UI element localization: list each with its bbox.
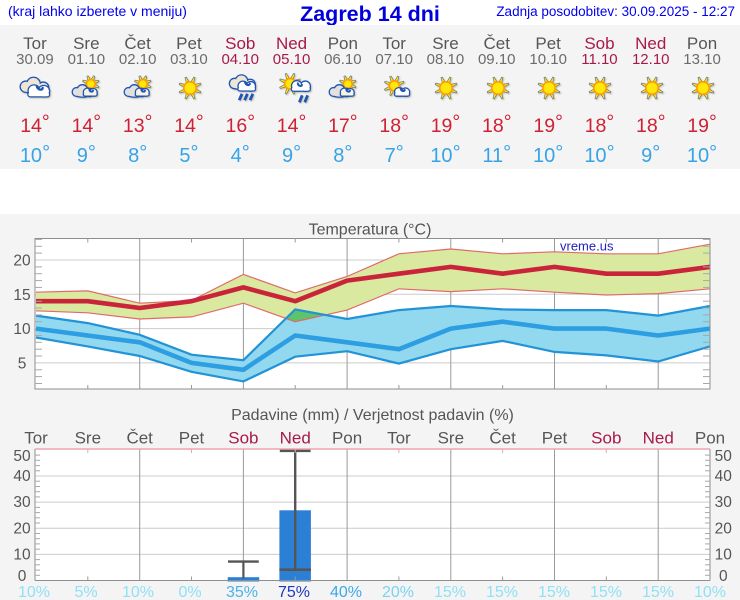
- svg-text:Sre: Sre: [438, 428, 464, 447]
- svg-text:0: 0: [719, 568, 728, 585]
- svg-text:vreme.us: vreme.us: [560, 239, 614, 254]
- svg-text:0: 0: [18, 568, 27, 585]
- svg-text:Tor: Tor: [387, 428, 411, 447]
- svg-text:Tor: Tor: [24, 428, 48, 447]
- svg-text:15%: 15%: [590, 584, 622, 600]
- svg-text:Ned: Ned: [280, 428, 311, 447]
- svg-text:10: 10: [13, 546, 31, 563]
- svg-text:Sre: Sre: [75, 428, 101, 447]
- svg-text:Sob: Sob: [228, 428, 258, 447]
- svg-text:0%: 0%: [178, 584, 201, 600]
- svg-text:Temperatura (°C): Temperatura (°C): [309, 222, 432, 239]
- svg-text:Padavine (mm) / Verjetnost pad: Padavine (mm) / Verjetnost padavin (%): [231, 407, 514, 424]
- svg-text:15%: 15%: [538, 584, 570, 600]
- svg-text:Čet: Čet: [489, 428, 516, 447]
- svg-text:30: 30: [715, 494, 733, 511]
- svg-text:40%: 40%: [330, 584, 362, 600]
- svg-text:Ned: Ned: [643, 428, 674, 447]
- svg-text:35%: 35%: [226, 584, 258, 600]
- svg-text:5%: 5%: [74, 584, 97, 600]
- svg-text:10: 10: [715, 546, 733, 563]
- svg-text:20: 20: [13, 520, 31, 537]
- svg-text:Čet: Čet: [126, 428, 153, 447]
- svg-text:10: 10: [13, 321, 31, 338]
- svg-text:10%: 10%: [122, 584, 154, 600]
- svg-text:20: 20: [13, 253, 31, 270]
- svg-text:10%: 10%: [18, 584, 50, 600]
- svg-text:15%: 15%: [486, 584, 518, 600]
- svg-text:50: 50: [13, 448, 31, 465]
- svg-text:15%: 15%: [642, 584, 674, 600]
- svg-text:10%: 10%: [694, 584, 726, 600]
- svg-text:Sob: Sob: [591, 428, 621, 447]
- svg-text:40: 40: [715, 468, 733, 485]
- svg-text:40: 40: [13, 468, 31, 485]
- svg-text:50: 50: [715, 448, 733, 465]
- svg-text:15: 15: [13, 287, 30, 304]
- svg-text:20: 20: [715, 520, 733, 537]
- svg-text:Pet: Pet: [179, 428, 205, 447]
- svg-text:Pet: Pet: [542, 428, 568, 447]
- svg-text:15%: 15%: [434, 584, 466, 600]
- svg-text:Pon: Pon: [695, 428, 725, 447]
- svg-text:75%: 75%: [278, 584, 310, 600]
- svg-text:Pon: Pon: [332, 428, 362, 447]
- svg-text:30: 30: [13, 494, 31, 511]
- svg-text:5: 5: [18, 355, 27, 372]
- svg-text:20%: 20%: [382, 584, 414, 600]
